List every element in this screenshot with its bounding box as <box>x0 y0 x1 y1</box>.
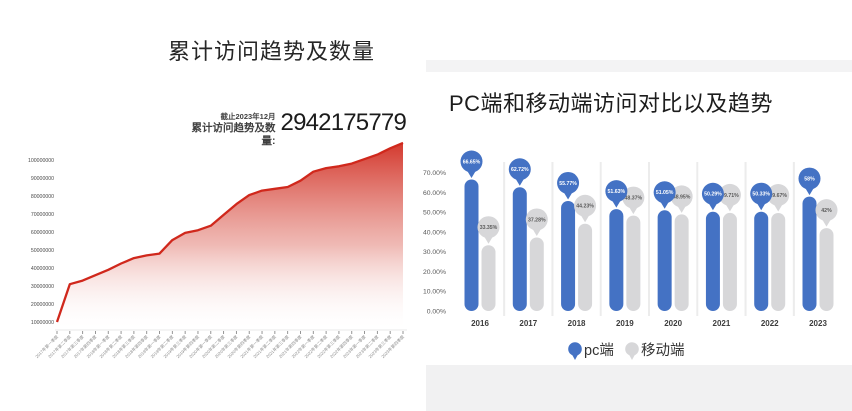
mobile-bar <box>674 214 689 311</box>
trend-line <box>55 141 404 323</box>
mobile-bar <box>529 237 544 311</box>
y-axis-label: 20.00% <box>423 269 446 276</box>
y-axis-label: 10.00% <box>423 289 446 296</box>
y-axis-label: 70000000 <box>31 212 54 218</box>
mobile-value-balloon: 42% <box>815 199 838 227</box>
mobile-value-balloon: 44.23% <box>574 194 597 223</box>
year-label: 2021 <box>713 319 731 328</box>
mobile-value-balloon: 37.28% <box>525 208 548 236</box>
pc-bar <box>657 210 672 311</box>
pc-bar <box>464 179 479 311</box>
mobile-bar <box>578 223 593 311</box>
mobile-bar <box>771 213 786 311</box>
svg-text:33.35%: 33.35% <box>480 225 498 231</box>
svg-text:62.72%: 62.72% <box>511 167 529 173</box>
svg-text:51.05%: 51.05% <box>656 190 674 196</box>
y-axis-label: 50.00% <box>423 210 446 217</box>
mobile-value-balloon: 49.71% <box>718 183 741 212</box>
year-label: 2022 <box>761 319 779 328</box>
y-axis-label: 60.00% <box>423 190 446 197</box>
pc-bar <box>561 200 576 311</box>
stat-value: 2942175779 <box>280 109 407 136</box>
pc-bar <box>754 211 769 311</box>
svg-text:49.67%: 49.67% <box>769 193 787 199</box>
area-series <box>57 142 403 330</box>
pc-value-balloon: 51.05% <box>653 181 676 209</box>
pc-bar <box>512 187 527 311</box>
svg-text:55.77%: 55.77% <box>559 181 577 187</box>
pc-value-balloon: 50.29% <box>701 182 724 211</box>
y-axis-label: 30000000 <box>31 284 54 290</box>
stat-date-note: 截止2023年12月 <box>220 112 276 121</box>
pc-value-balloon: 50.33% <box>750 182 773 211</box>
mobile-bar <box>626 215 641 311</box>
year-label: 2017 <box>519 319 537 328</box>
pc-bar <box>802 196 817 311</box>
year-label: 2018 <box>568 319 586 328</box>
year-label: 2020 <box>664 319 682 328</box>
mobile-bar <box>481 245 496 311</box>
mobile-value-balloon: 48.37% <box>622 186 645 215</box>
y-axis-label: 60000000 <box>31 230 54 236</box>
legend-label: pc端 <box>584 342 614 359</box>
mobile-bar <box>722 212 737 311</box>
y-axis-label: 70.00% <box>423 170 446 177</box>
svg-text:48.95%: 48.95% <box>673 194 691 200</box>
year-label: 2023 <box>809 319 827 328</box>
svg-text:50.29%: 50.29% <box>704 192 722 198</box>
svg-text:44.23%: 44.23% <box>576 204 594 210</box>
y-axis-label: 50000000 <box>31 248 54 254</box>
y-axis-label: 40.00% <box>423 229 446 236</box>
pc-value-balloon: 66.65% <box>460 150 483 178</box>
pc-value-balloon: 62.72% <box>508 158 531 186</box>
y-axis-label: 10000000 <box>31 320 54 326</box>
cumulative-chart-title: 累计访问趋势及数量 <box>168 39 376 64</box>
y-axis-label: 100000000 <box>28 158 54 164</box>
legend-marker-pc <box>568 342 582 360</box>
y-axis-label: 80000000 <box>31 194 54 200</box>
pc-value-balloon: 55.77% <box>557 171 580 200</box>
y-axis-label: 40000000 <box>31 266 54 272</box>
svg-text:37.28%: 37.28% <box>528 217 546 223</box>
cumulative-area-chart: 10000000 20000000 30000000 40000000 50000000… <box>28 141 407 360</box>
svg-text:49.71%: 49.71% <box>721 193 739 199</box>
svg-text:42%: 42% <box>821 208 832 214</box>
legend: pc端 移动端 <box>568 342 685 360</box>
year-label: 2016 <box>471 319 489 328</box>
cumulative-total-stat: 截止2023年12月 累计访问趋势及数量: 2942175779 <box>180 109 407 148</box>
mobile-bar <box>819 228 834 311</box>
stat-labels: 截止2023年12月 累计访问趋势及数量: <box>180 112 276 148</box>
mobile-value-balloon: 48.95% <box>670 185 693 213</box>
mobile-value-balloon: 33.35% <box>477 216 500 244</box>
svg-text:50.33%: 50.33% <box>752 192 770 198</box>
right-panel-bottom-strip <box>426 365 852 411</box>
svg-text:58%: 58% <box>804 176 815 182</box>
pc-value-balloon: 58% <box>798 167 821 196</box>
pc-bar <box>609 209 624 311</box>
pc-mobile-bar-chart: 0.00% 10.00% 20.00% 30.00% 40.00% 50.00% 60.00… <box>423 150 838 360</box>
svg-text:66.65%: 66.65% <box>463 159 481 165</box>
svg-text:51.63%: 51.63% <box>608 189 626 195</box>
pc-bar <box>705 211 720 311</box>
right-panel-top-strip <box>426 60 852 72</box>
mobile-value-balloon: 49.67% <box>767 184 790 212</box>
svg-text:48.37%: 48.37% <box>625 195 643 201</box>
stat-label: 累计访问趋势及数量: <box>191 122 276 147</box>
y-axis-label: 30.00% <box>423 249 446 256</box>
y-axis-label: 0.00% <box>427 308 446 315</box>
pc-mobile-chart-title: PC端和移动端访问对比以及趋势 <box>449 91 774 116</box>
year-label: 2019 <box>616 319 634 328</box>
pc-value-balloon: 51.63% <box>605 180 628 208</box>
legend-label: 移动端 <box>641 342 685 359</box>
y-axis-label: 90000000 <box>31 176 54 182</box>
y-axis-label: 20000000 <box>31 302 54 308</box>
legend-marker-mobile <box>625 342 639 360</box>
